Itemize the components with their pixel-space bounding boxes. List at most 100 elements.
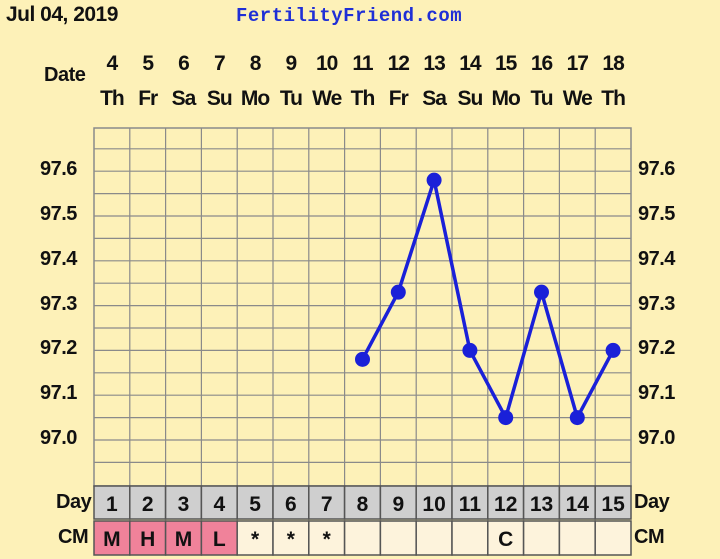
cm-cell bbox=[558, 520, 596, 556]
weekday-label: Th bbox=[100, 87, 125, 110]
cm-cell bbox=[308, 520, 346, 556]
weekday-label: Th bbox=[350, 87, 376, 110]
temp-tick-left: 97.6 bbox=[40, 158, 77, 181]
date-label: 5 bbox=[142, 52, 154, 75]
cm-cell bbox=[272, 520, 310, 556]
cycle-day-label: 1 bbox=[106, 493, 118, 516]
cycle-day-label: 10 bbox=[422, 493, 445, 516]
date-label: 15 bbox=[495, 52, 517, 75]
temperature-point bbox=[569, 410, 585, 426]
date-row-label: Date bbox=[44, 64, 86, 86]
temp-tick-right: 97.2 bbox=[638, 337, 675, 360]
weekday-label: Sa bbox=[422, 87, 447, 110]
day-row-label-left: Day bbox=[56, 491, 92, 513]
period-cell bbox=[93, 520, 131, 556]
cm-cell bbox=[487, 520, 525, 556]
cm-cell bbox=[379, 520, 417, 556]
weekday-label: Su bbox=[206, 87, 233, 110]
cm-value: M bbox=[175, 528, 193, 551]
weekday-label: Sa bbox=[171, 87, 197, 110]
cycle-day-label: 8 bbox=[357, 493, 369, 516]
temperature-point bbox=[390, 284, 406, 300]
cycle-day-label: 6 bbox=[285, 493, 297, 516]
day-cell bbox=[558, 485, 596, 520]
day-cell bbox=[522, 485, 561, 520]
temp-tick-left: 97.2 bbox=[40, 337, 77, 360]
cm-cell bbox=[451, 520, 489, 556]
day-cell bbox=[343, 485, 382, 520]
day-cell bbox=[594, 485, 632, 520]
weekday-label: Th bbox=[601, 87, 626, 110]
cycle-day-label: 4 bbox=[213, 493, 225, 516]
day-cell bbox=[236, 485, 274, 520]
cm-value: * bbox=[287, 528, 296, 551]
temp-tick-right: 97.5 bbox=[638, 203, 675, 225]
cm-value: L bbox=[213, 528, 226, 551]
cycle-day-label: 13 bbox=[530, 493, 553, 516]
cm-value: C bbox=[498, 528, 513, 551]
temp-tick-right: 97.3 bbox=[638, 292, 675, 315]
temp-tick-right: 97.0 bbox=[638, 427, 675, 449]
temperature-point bbox=[605, 342, 621, 358]
date-label: 12 bbox=[387, 52, 410, 75]
temperature-point bbox=[462, 342, 478, 358]
weekday-label: Mo bbox=[240, 87, 270, 110]
temperature-line bbox=[360, 178, 615, 420]
date-label: 13 bbox=[423, 52, 445, 75]
date-label: 16 bbox=[530, 52, 553, 75]
temp-tick-left: 97.5 bbox=[40, 203, 77, 225]
weekday-label: Tu bbox=[530, 87, 553, 110]
day-row-label-right: Day bbox=[634, 491, 670, 513]
site-name: FertilityFriend.com bbox=[236, 5, 463, 27]
date-label: 17 bbox=[566, 52, 589, 75]
date-label: 9 bbox=[285, 52, 298, 75]
date-label: 4 bbox=[106, 52, 119, 75]
chart-date: Jul 04, 2019 bbox=[6, 3, 118, 26]
temperature-point bbox=[534, 284, 549, 300]
weekday-label: We bbox=[562, 87, 593, 110]
weekday-label: Tu bbox=[279, 87, 303, 110]
period-cell bbox=[164, 520, 203, 556]
temperature-point bbox=[498, 410, 514, 426]
cycle-day-label: 12 bbox=[494, 493, 517, 516]
weekday-label: Mo bbox=[491, 87, 521, 110]
temp-tick-left: 97.0 bbox=[40, 427, 77, 449]
weekday-label: We bbox=[312, 87, 342, 110]
weekday-label: Su bbox=[457, 87, 483, 110]
cm-row-label-left: CM bbox=[58, 526, 89, 548]
temp-tick-right: 97.4 bbox=[638, 247, 675, 270]
date-label: 10 bbox=[316, 52, 338, 75]
cycle-day-label: 11 bbox=[459, 493, 482, 516]
cm-cell bbox=[594, 520, 632, 556]
period-cell bbox=[200, 520, 238, 556]
day-cell bbox=[200, 485, 238, 520]
day-cell bbox=[415, 485, 453, 520]
date-label: 6 bbox=[178, 52, 190, 75]
date-label: 11 bbox=[352, 52, 373, 75]
cm-cell bbox=[415, 520, 453, 556]
temp-tick-left: 97.1 bbox=[40, 382, 77, 405]
temp-tick-right: 97.6 bbox=[638, 158, 675, 181]
temperature-point bbox=[426, 172, 442, 188]
cycle-day-label: 15 bbox=[601, 493, 625, 516]
cycle-day-label: 9 bbox=[392, 493, 404, 516]
cm-value: H bbox=[140, 528, 155, 551]
weekday-label: Fr bbox=[138, 87, 158, 110]
cycle-day-label: 2 bbox=[142, 493, 154, 516]
cycle-day-label: 7 bbox=[321, 493, 333, 516]
cm-row-label-right: CM bbox=[634, 526, 665, 548]
temp-tick-left: 97.3 bbox=[40, 292, 77, 315]
cycle-day-label: 3 bbox=[178, 493, 190, 516]
cycle-day-label: 14 bbox=[566, 493, 590, 516]
temp-tick-left: 97.4 bbox=[40, 247, 77, 270]
date-label: 14 bbox=[459, 52, 481, 75]
day-cell bbox=[379, 485, 417, 520]
temperature-point bbox=[355, 351, 370, 367]
temp-tick-right: 97.1 bbox=[638, 382, 675, 405]
cm-cell bbox=[522, 520, 561, 556]
cm-value: M bbox=[103, 528, 121, 551]
date-label: 8 bbox=[249, 52, 262, 75]
cycle-day-label: 5 bbox=[249, 493, 261, 516]
date-label: 18 bbox=[602, 52, 624, 75]
